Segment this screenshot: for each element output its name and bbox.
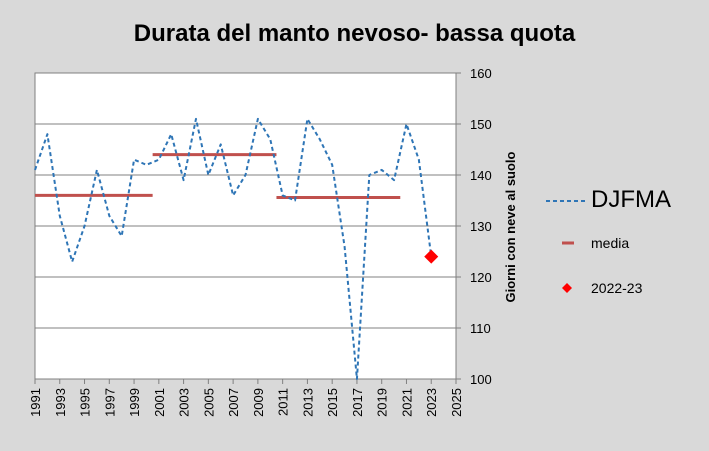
y-tick-label: 100 <box>470 372 492 387</box>
x-tick-label: 2003 <box>177 388 192 417</box>
y-tick-label: 110 <box>470 321 491 336</box>
x-tick-label: 1995 <box>78 388 93 417</box>
red-diamond-icon <box>562 283 572 293</box>
dashed-line-swatch-icon <box>546 200 586 202</box>
y-tick-label: 160 <box>470 66 492 81</box>
chart-title: Durata del manto nevoso- bassa quota <box>133 20 576 47</box>
x-tick-label: 2013 <box>300 388 315 417</box>
x-tick-label: 2001 <box>152 388 167 417</box>
red-line-swatch-icon <box>562 241 574 245</box>
x-tick-label: 2009 <box>251 388 266 417</box>
y-axis-tick-labels: 100 110 120 130 140 150 160 <box>470 66 492 387</box>
x-tick-label: 2005 <box>201 388 216 417</box>
x-tick-label: 2023 <box>424 388 439 417</box>
x-tick-label: 2025 <box>449 388 464 417</box>
x-tick-label: 1999 <box>127 388 142 417</box>
y-tick-label: 140 <box>470 168 492 183</box>
x-axis-tick-labels: 1991 1993 1995 1997 1999 2001 2003 2005 2007 2009… <box>28 388 464 417</box>
y-tick-label: 120 <box>470 270 492 285</box>
x-tick-label: 1993 <box>53 388 68 417</box>
x-tick-label: 2021 <box>399 388 414 417</box>
x-tick-label: 2011 <box>276 388 291 416</box>
x-tick-label: 1997 <box>102 388 117 417</box>
x-tick-label: 2017 <box>350 388 365 417</box>
x-tick-label: 2019 <box>375 388 390 417</box>
legend-label-media: media <box>591 235 630 251</box>
x-tick-label: 2007 <box>226 388 241 417</box>
series-layer <box>34 117 439 380</box>
season-2022-23-marker <box>424 249 439 264</box>
y-tick-label: 130 <box>470 219 492 234</box>
x-tick-label: 2015 <box>325 388 340 417</box>
y-axis-label: Giorni con neve al suolo <box>503 151 518 302</box>
legend-label-2022-23: 2022-23 <box>591 280 643 296</box>
x-tick-label: 1991 <box>28 388 43 417</box>
y-tick-label: 150 <box>470 117 492 132</box>
legend-label-djfma: DJFMA <box>591 186 671 213</box>
djfma-series-line <box>34 117 433 380</box>
